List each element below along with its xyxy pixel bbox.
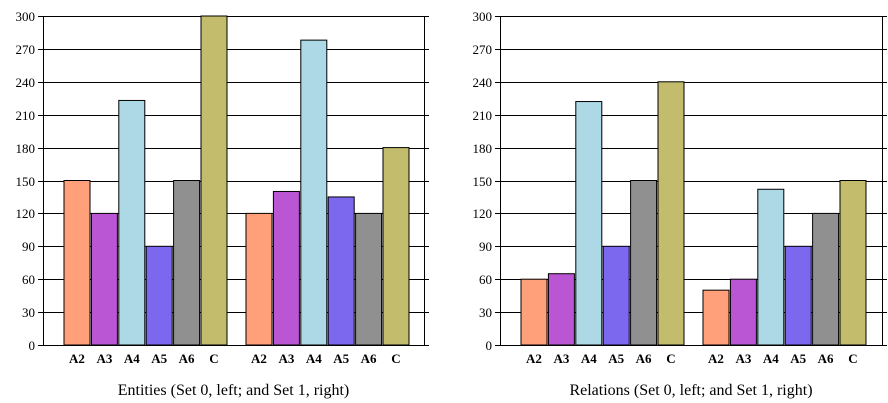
y-tick-label: 150 bbox=[16, 174, 36, 189]
bar-c-set1 bbox=[382, 147, 410, 346]
x-tick-label: A6 bbox=[636, 351, 652, 366]
x-tick-label: A5 bbox=[151, 351, 167, 366]
x-tick-label: A3 bbox=[735, 351, 751, 366]
x-tick-label: A2 bbox=[526, 351, 542, 366]
bar-a5-set1 bbox=[784, 245, 812, 346]
bar-a6-set1 bbox=[355, 212, 383, 346]
bar-a2-set1 bbox=[245, 212, 273, 346]
bar-a2-set0 bbox=[520, 278, 548, 346]
x-tick-label: A2 bbox=[69, 351, 85, 366]
y-tick-label: 210 bbox=[473, 108, 493, 123]
bar-a4-set0 bbox=[575, 101, 603, 346]
x-tick-label: A4 bbox=[581, 351, 597, 366]
bar-a3-set1 bbox=[729, 278, 757, 346]
x-tick-label: A5 bbox=[608, 351, 624, 366]
chart-caption: Entities (Set 0, left; and Set 1, right) bbox=[118, 382, 350, 399]
bar-c-set0 bbox=[657, 81, 685, 346]
bar-a3-set0 bbox=[547, 273, 575, 346]
y-tick-label: 210 bbox=[16, 108, 36, 123]
y-tick-label: 270 bbox=[16, 42, 36, 57]
x-tick-label: A4 bbox=[763, 351, 779, 366]
bar-a3-set1 bbox=[272, 190, 300, 346]
x-tick-label: A3 bbox=[278, 351, 294, 366]
bar-a3-set0 bbox=[90, 212, 118, 346]
bar-a5-set0 bbox=[602, 245, 630, 346]
y-tick-label: 300 bbox=[473, 9, 493, 24]
x-tick-label: C bbox=[209, 351, 218, 366]
y-tick-label: 150 bbox=[473, 174, 493, 189]
y-tick-label: 120 bbox=[16, 206, 36, 221]
x-tick-label: A2 bbox=[708, 351, 724, 366]
y-tick-label: 30 bbox=[22, 305, 35, 320]
bar-a5-set1 bbox=[327, 196, 355, 346]
x-tick-label: A4 bbox=[306, 351, 322, 366]
bar-a4-set1 bbox=[757, 188, 785, 346]
y-tick-label: 240 bbox=[16, 75, 36, 90]
y-tick-label: 0 bbox=[29, 338, 36, 353]
y-tick-label: 300 bbox=[16, 9, 36, 24]
y-tick-label: 240 bbox=[473, 75, 493, 90]
y-tick-label: 60 bbox=[479, 272, 492, 287]
bar-a6-set0 bbox=[173, 180, 201, 346]
x-tick-label: C bbox=[666, 351, 675, 366]
x-tick-label: A6 bbox=[818, 351, 834, 366]
bar-a4-set1 bbox=[300, 39, 328, 346]
y-tick-label: 90 bbox=[22, 239, 35, 254]
y-tick-label: 90 bbox=[479, 239, 492, 254]
x-tick-label: A3 bbox=[553, 351, 569, 366]
y-tick-label: 180 bbox=[473, 141, 493, 156]
bar-a6-set0 bbox=[630, 180, 658, 346]
x-tick-label: A3 bbox=[96, 351, 112, 366]
y-tick-label: 120 bbox=[473, 206, 493, 221]
chart-caption: Relations (Set 0, left; and Set 1, right… bbox=[569, 382, 812, 399]
x-tick-label: A2 bbox=[251, 351, 267, 366]
x-tick-label: A5 bbox=[790, 351, 806, 366]
y-tick-label: 180 bbox=[16, 141, 36, 156]
bar-a2-set0 bbox=[63, 180, 91, 346]
bar-a6-set1 bbox=[812, 212, 840, 346]
x-tick-label: C bbox=[848, 351, 857, 366]
x-tick-label: A4 bbox=[124, 351, 140, 366]
bar-c-set1 bbox=[839, 180, 867, 346]
x-tick-label: A6 bbox=[361, 351, 377, 366]
bar-c-set0 bbox=[200, 15, 228, 346]
bar-a4-set0 bbox=[118, 99, 146, 346]
y-tick-label: 0 bbox=[486, 338, 493, 353]
y-tick-label: 270 bbox=[473, 42, 493, 57]
y-tick-label: 60 bbox=[22, 272, 35, 287]
bar-a2-set1 bbox=[702, 289, 730, 346]
bar-a5-set0 bbox=[145, 245, 173, 346]
y-tick-label: 30 bbox=[479, 305, 492, 320]
x-tick-label: C bbox=[391, 351, 400, 366]
x-tick-label: A6 bbox=[179, 351, 195, 366]
x-tick-label: A5 bbox=[333, 351, 349, 366]
